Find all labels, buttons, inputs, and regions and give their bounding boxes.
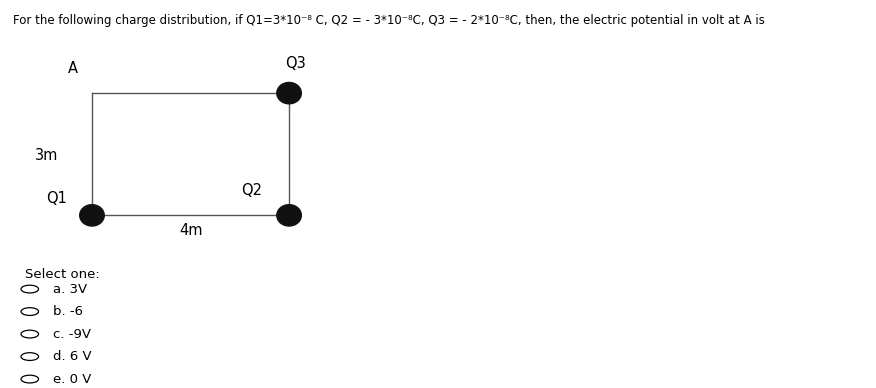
Text: d. 6 V: d. 6 V xyxy=(53,350,92,363)
Text: 4m: 4m xyxy=(180,223,202,238)
Text: For the following charge distribution, if Q1=3*10⁻⁸ C, Q2 = - 3*10⁻⁸C, Q3 = - 2*: For the following charge distribution, i… xyxy=(13,14,765,27)
Text: A: A xyxy=(67,61,77,76)
Text: e. 0 V: e. 0 V xyxy=(53,372,92,386)
Ellipse shape xyxy=(277,83,301,104)
Text: b. -6: b. -6 xyxy=(53,305,83,318)
Text: 3m: 3m xyxy=(35,148,58,163)
Text: Select one:: Select one: xyxy=(25,268,99,281)
Text: Q2: Q2 xyxy=(241,183,262,198)
Text: a. 3V: a. 3V xyxy=(53,282,88,296)
Ellipse shape xyxy=(277,205,301,226)
Text: Q1: Q1 xyxy=(46,191,67,206)
Text: c. -9V: c. -9V xyxy=(53,327,91,341)
Ellipse shape xyxy=(80,205,104,226)
Text: Q3: Q3 xyxy=(285,55,306,71)
